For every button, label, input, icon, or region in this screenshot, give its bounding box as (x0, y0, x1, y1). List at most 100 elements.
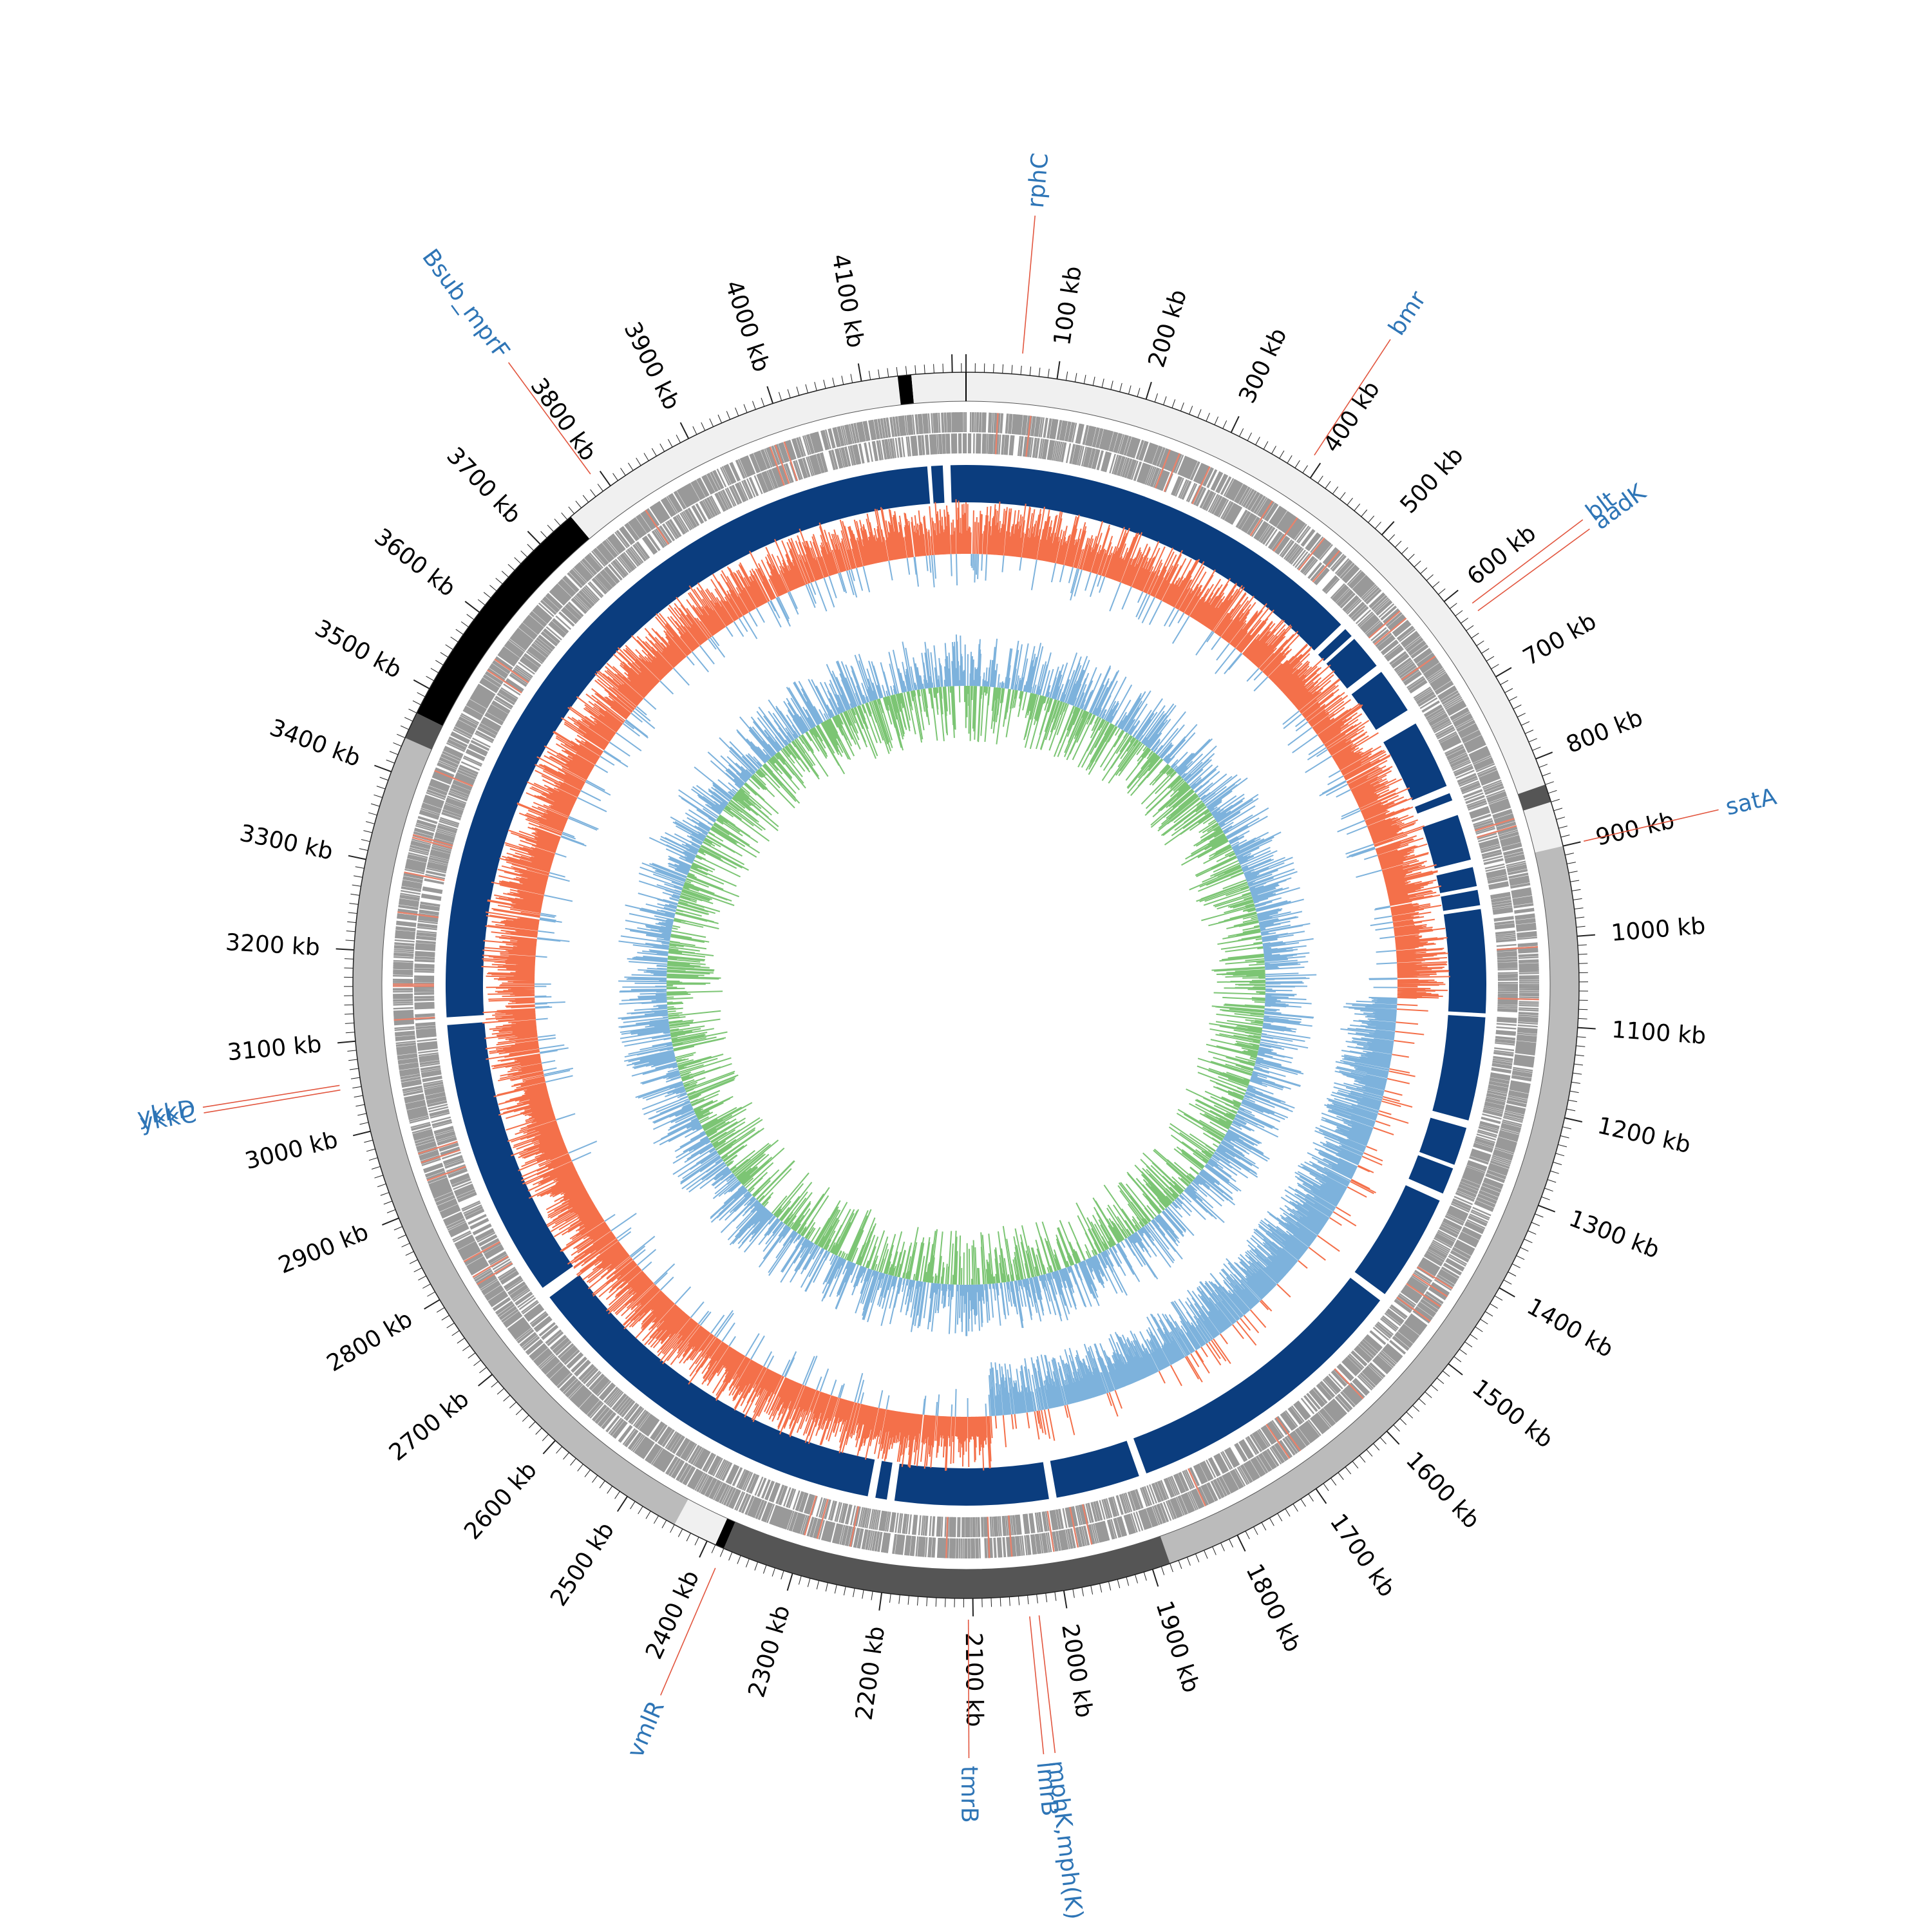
tick-mark (1110, 381, 1113, 390)
tick-mark (1471, 632, 1479, 639)
synteny-block (1351, 672, 1408, 730)
tick-mark (368, 812, 377, 816)
tick-mark (1317, 475, 1323, 484)
tick-mark (1571, 1081, 1580, 1084)
tick-mark (514, 557, 522, 564)
tick-mark (1455, 610, 1463, 616)
tick-mark (667, 439, 673, 448)
tick-mark (816, 1580, 820, 1589)
tick-mark (1072, 1589, 1075, 1598)
gene-callout-line (1477, 528, 1590, 612)
tick-mark (1531, 1222, 1540, 1226)
gene-callout-line (1314, 339, 1391, 456)
tick-mark (907, 1595, 909, 1605)
synteny-block (1354, 1185, 1440, 1294)
tick-mark (445, 644, 453, 650)
tick-mark (337, 1040, 356, 1044)
tick-mark (336, 948, 354, 951)
tick-mark (1564, 1117, 1583, 1122)
tick-mark (1481, 648, 1490, 654)
tick-mark (661, 1520, 667, 1529)
tick-label: 3700 kb (441, 442, 526, 529)
tick-mark (1573, 898, 1582, 900)
tick-mark (460, 621, 469, 628)
tick-mark (348, 855, 366, 860)
tick-mark (540, 531, 547, 538)
highlighted-features (392, 413, 1539, 1558)
tick-mark (497, 1388, 504, 1395)
tick-mark (1361, 509, 1368, 517)
feature-track (392, 412, 1540, 1559)
tick-mark (1381, 521, 1395, 536)
tick-label: 1900 kb (1150, 1598, 1204, 1696)
tick-mark (364, 1139, 374, 1143)
tick-mark (368, 1157, 378, 1161)
gc-content-below (666, 685, 1266, 1285)
tick-mark (743, 404, 748, 413)
tick-mark (495, 578, 503, 585)
tick-label: 2800 kb (323, 1306, 417, 1378)
synteny-block (1436, 867, 1477, 893)
tick-mark (887, 368, 889, 377)
tick-mark (945, 1598, 946, 1607)
tick-mark (1137, 388, 1141, 397)
tick-mark (798, 1575, 802, 1585)
tick-label: 100 kb (1049, 265, 1087, 348)
synteny-block-track (445, 465, 1486, 1506)
tick-mark (1277, 1513, 1283, 1522)
region-segment (1160, 846, 1580, 1564)
tick-mark (1399, 1418, 1407, 1425)
tick-label: 2700 kb (384, 1386, 474, 1466)
tick-mark (570, 1458, 576, 1466)
tick-mark (1528, 1230, 1537, 1235)
tick-mark (772, 1567, 775, 1577)
tick-mark (786, 1573, 793, 1591)
tick-mark (436, 1307, 445, 1313)
tick-mark (1261, 1522, 1267, 1531)
tick-mark (382, 1217, 399, 1226)
tick-mark (1229, 1539, 1233, 1548)
tick-mark (761, 397, 765, 407)
tick-mark (914, 365, 916, 375)
tick-mark (1448, 1363, 1463, 1376)
tick-mark (507, 564, 515, 571)
tick-mark (464, 601, 480, 613)
tick-mark (349, 903, 359, 905)
tick-mark (1499, 1287, 1515, 1298)
tick-label: 1100 kb (1611, 1017, 1707, 1050)
tick-mark (1573, 1072, 1582, 1075)
tick-mark (1578, 1018, 1587, 1019)
tick-mark (745, 1558, 750, 1567)
tick-label: 1300 kb (1566, 1206, 1663, 1264)
tick-mark (1486, 656, 1495, 662)
tick-mark (1558, 1144, 1567, 1148)
tick-mark (515, 1408, 523, 1416)
region-segment (966, 372, 1546, 795)
tick-mark (599, 1481, 605, 1488)
tick-mark (389, 751, 399, 755)
gene-callout-line (660, 1567, 716, 1696)
tick-mark (1206, 413, 1210, 422)
tick-mark (365, 821, 375, 824)
tick-mark (1045, 1593, 1048, 1602)
tick-mark (1565, 853, 1575, 856)
tick-mark (386, 759, 395, 764)
tick-mark (427, 1291, 435, 1297)
gene-label: satA (1723, 784, 1779, 821)
tick-mark (1567, 862, 1576, 864)
tick-mark (1090, 1585, 1094, 1595)
tick-mark (462, 1345, 470, 1351)
tick-mark (694, 1537, 699, 1546)
region-segment (911, 372, 966, 404)
tick-mark (477, 599, 486, 605)
tick-mark (397, 1235, 406, 1239)
tick-mark (1550, 1170, 1559, 1174)
tick-mark (1386, 1430, 1400, 1445)
tick-mark (1325, 480, 1331, 489)
tick-mark (778, 392, 782, 401)
tick-mark (1195, 1553, 1200, 1562)
tick-mark (1038, 367, 1041, 377)
tick-mark (478, 1374, 493, 1387)
tick-mark (701, 422, 706, 431)
tick-mark (1186, 1557, 1191, 1566)
